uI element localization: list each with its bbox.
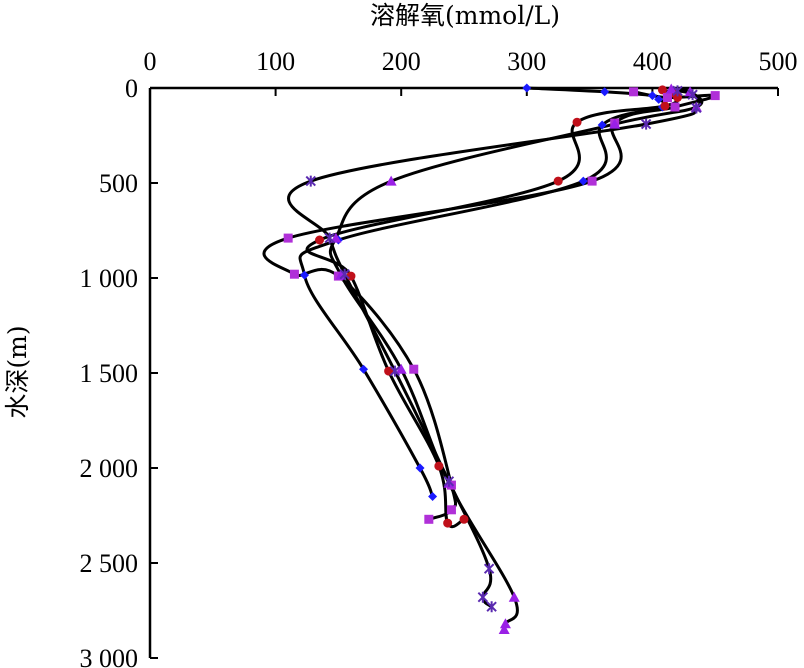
data-point bbox=[289, 269, 299, 279]
x-tick-label: 300 bbox=[507, 47, 546, 76]
y-axis-tick-labels: 0 500 1 000 1 500 2 000 2 500 3 000 bbox=[80, 74, 139, 668]
data-point bbox=[553, 176, 563, 186]
data-point bbox=[483, 563, 495, 575]
data-point bbox=[508, 591, 520, 602]
data-point bbox=[673, 93, 683, 102]
data-point bbox=[434, 461, 444, 471]
data-point bbox=[578, 176, 588, 186]
data-point bbox=[499, 618, 511, 629]
data-point bbox=[662, 93, 672, 102]
x-axis-tick-labels: 0 100 200 300 400 500 bbox=[144, 47, 798, 76]
data-point bbox=[647, 91, 657, 101]
data-point bbox=[324, 232, 335, 244]
data-point bbox=[486, 601, 497, 613]
x-tick-label: 200 bbox=[382, 47, 421, 76]
data-point bbox=[315, 235, 325, 245]
data-point bbox=[446, 505, 456, 515]
data-point bbox=[597, 120, 607, 130]
data-point bbox=[305, 175, 316, 187]
data-point bbox=[629, 87, 639, 97]
data-point bbox=[660, 101, 670, 111]
data-point bbox=[600, 87, 610, 97]
x-tick-label: 100 bbox=[256, 47, 295, 76]
y-tick-label: 500 bbox=[99, 169, 138, 198]
data-point bbox=[587, 176, 597, 186]
series-markers bbox=[283, 83, 720, 634]
series-line-3 bbox=[262, 90, 717, 521]
y-tick-label: 1 000 bbox=[80, 264, 139, 293]
data-point bbox=[299, 270, 309, 280]
data-point bbox=[710, 91, 720, 101]
data-point bbox=[339, 268, 350, 280]
y-tick-label: 2 500 bbox=[80, 549, 139, 578]
data-point bbox=[443, 518, 453, 528]
data-point bbox=[384, 366, 394, 376]
data-point bbox=[477, 591, 489, 603]
y-tick-label: 3 000 bbox=[80, 644, 139, 668]
data-point bbox=[359, 364, 369, 374]
data-point bbox=[330, 232, 342, 243]
y-axis-title: 水深(m) bbox=[3, 325, 32, 418]
data-point bbox=[522, 83, 532, 93]
x-tick-label: 0 bbox=[144, 47, 157, 76]
series-lines bbox=[262, 86, 717, 631]
data-point bbox=[409, 364, 419, 374]
data-point bbox=[657, 85, 667, 95]
data-point bbox=[395, 363, 407, 374]
x-axis-title: 溶解氧(mmol/L) bbox=[370, 1, 560, 30]
data-point bbox=[428, 492, 438, 501]
y-tick-label: 0 bbox=[125, 74, 138, 103]
y-tick-label: 2 000 bbox=[80, 454, 139, 483]
data-point bbox=[654, 94, 664, 104]
data-point bbox=[389, 365, 401, 377]
series-line-4 bbox=[328, 87, 704, 631]
data-point bbox=[687, 89, 698, 101]
data-point bbox=[283, 233, 293, 243]
data-point bbox=[665, 83, 677, 94]
data-point bbox=[415, 463, 425, 473]
data-point bbox=[498, 624, 510, 634]
data-point bbox=[640, 118, 652, 130]
data-point bbox=[335, 269, 347, 280]
data-point bbox=[672, 85, 683, 97]
x-tick-label: 400 bbox=[633, 47, 672, 76]
data-point bbox=[459, 514, 469, 524]
data-point bbox=[670, 102, 680, 112]
y-axis-tick-marks bbox=[150, 87, 158, 659]
y-tick-label: 1 500 bbox=[80, 359, 139, 388]
data-point bbox=[443, 475, 455, 487]
x-tick-label: 500 bbox=[759, 47, 798, 76]
data-point bbox=[572, 117, 582, 127]
data-point bbox=[609, 118, 621, 129]
data-point bbox=[691, 102, 702, 114]
data-point bbox=[385, 175, 397, 186]
data-point bbox=[424, 514, 434, 524]
